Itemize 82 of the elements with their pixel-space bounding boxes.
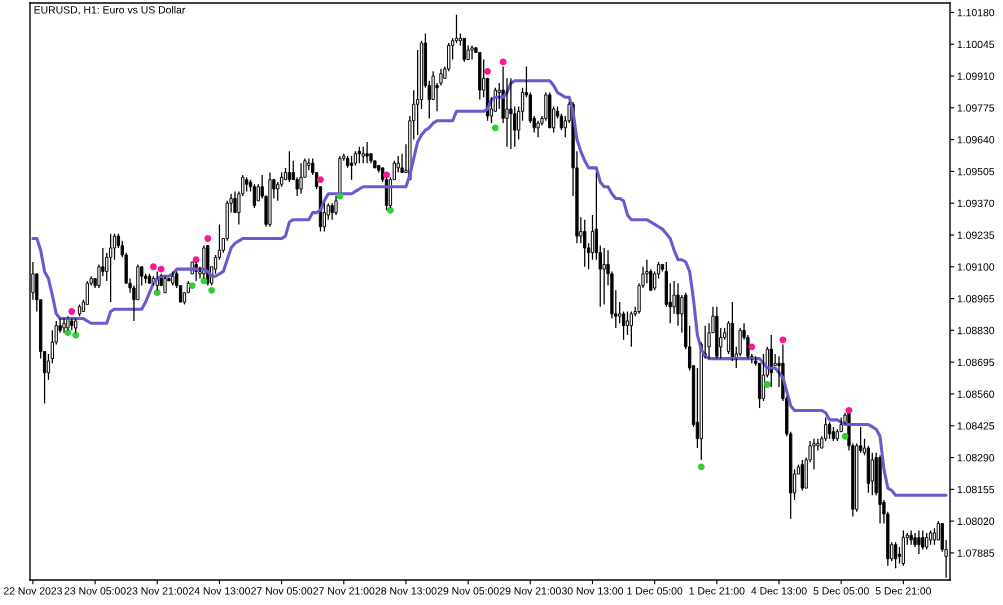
point xyxy=(484,67,491,75)
candlestick xyxy=(536,120,540,138)
candlestick xyxy=(625,310,630,336)
x-tick-label: 27 Nov 21:00 xyxy=(313,587,375,595)
candlestick xyxy=(163,275,167,294)
point xyxy=(491,124,499,132)
point xyxy=(317,176,324,184)
point xyxy=(192,256,200,264)
y-tick-label: 1.08155 xyxy=(957,485,995,494)
y-tick-label: 1.09370 xyxy=(957,199,995,208)
y-tick-label: 1.09100 xyxy=(957,263,995,271)
candlestick xyxy=(299,162,303,195)
x-tick-label: 23 Nov 05:00 xyxy=(64,587,126,595)
point xyxy=(763,381,771,388)
candlestick xyxy=(268,171,272,228)
point xyxy=(72,331,80,339)
x-tick-label: 24 Nov 13:00 xyxy=(188,587,251,595)
candlestick xyxy=(233,190,237,214)
point xyxy=(383,171,390,179)
x-tick-label: 28 Nov 13:00 xyxy=(375,587,437,595)
y-tick-label: 1.08020 xyxy=(957,517,995,525)
y-tick-label: 1.10180 xyxy=(957,8,995,17)
y-tick-label: 1.08425 xyxy=(957,422,995,430)
candlestick xyxy=(583,219,587,268)
candlestick xyxy=(629,310,634,348)
candlestick xyxy=(917,529,921,555)
candlestick xyxy=(769,334,773,388)
candlestick xyxy=(509,77,513,150)
point xyxy=(387,206,394,214)
point xyxy=(499,58,507,66)
y-tick-label: 1.08695 xyxy=(957,358,995,367)
y-tick-label: 1.08560 xyxy=(957,390,995,398)
candlestick xyxy=(62,317,66,334)
candlestick xyxy=(334,195,338,216)
point xyxy=(779,336,787,344)
x-tick-label: 23 Nov 21:00 xyxy=(126,587,188,595)
y-tick-label: 1.08290 xyxy=(957,454,995,462)
candlestick xyxy=(812,438,816,470)
point xyxy=(208,286,216,294)
candlestick xyxy=(602,247,606,306)
x-tick-label: 4 Dec 13:00 xyxy=(751,587,807,595)
candlestick xyxy=(330,202,334,221)
chart-title: EURUSD, H1: Euro vs US Dollar xyxy=(34,5,186,15)
point xyxy=(204,235,212,242)
x-tick-label: 30 Nov 13:00 xyxy=(561,587,624,595)
y-tick-label: 1.08965 xyxy=(957,295,995,303)
y-tick-label: 1.07885 xyxy=(957,549,995,557)
point xyxy=(845,407,853,414)
x-tick-label: 29 Nov 21:00 xyxy=(499,587,561,595)
candlestick xyxy=(365,141,369,164)
candlestick xyxy=(909,529,913,546)
y-tick-label: 1.09640 xyxy=(957,136,995,144)
x-tick-label: 1 Dec 05:00 xyxy=(627,587,683,595)
x-tick-label: 27 Nov 05:00 xyxy=(251,587,313,595)
x-tick-label: 22 Nov 2023 xyxy=(3,587,62,595)
candlestick xyxy=(548,91,552,129)
x-tick-label: 5 Dec 05:00 xyxy=(813,587,869,595)
x-tick-label: 1 Dec 21:00 xyxy=(689,587,745,595)
y-tick-label: 1.09910 xyxy=(957,72,995,80)
candlestick xyxy=(878,454,882,525)
point xyxy=(697,463,705,471)
x-tick-label: 5 Dec 21:00 xyxy=(875,587,932,595)
candlestick xyxy=(590,214,595,261)
y-tick-label: 1.08830 xyxy=(957,326,995,335)
point xyxy=(149,263,157,271)
line-series xyxy=(31,79,948,497)
candlestick xyxy=(353,150,358,167)
candlestick xyxy=(470,44,474,61)
point xyxy=(157,265,165,273)
candlestick xyxy=(816,438,820,452)
x-tick-label: 29 Nov 05:00 xyxy=(437,587,499,595)
y-tick-label: 1.09775 xyxy=(957,104,995,112)
point xyxy=(68,308,76,315)
y-tick-label: 1.09505 xyxy=(957,167,995,176)
point xyxy=(748,343,756,351)
y-tick-label: 1.09235 xyxy=(957,231,995,239)
point xyxy=(153,289,161,297)
point xyxy=(336,192,344,200)
y-tick-label: 1.10045 xyxy=(957,40,995,49)
candlestick xyxy=(699,341,703,461)
point xyxy=(841,432,849,440)
point xyxy=(188,282,196,290)
